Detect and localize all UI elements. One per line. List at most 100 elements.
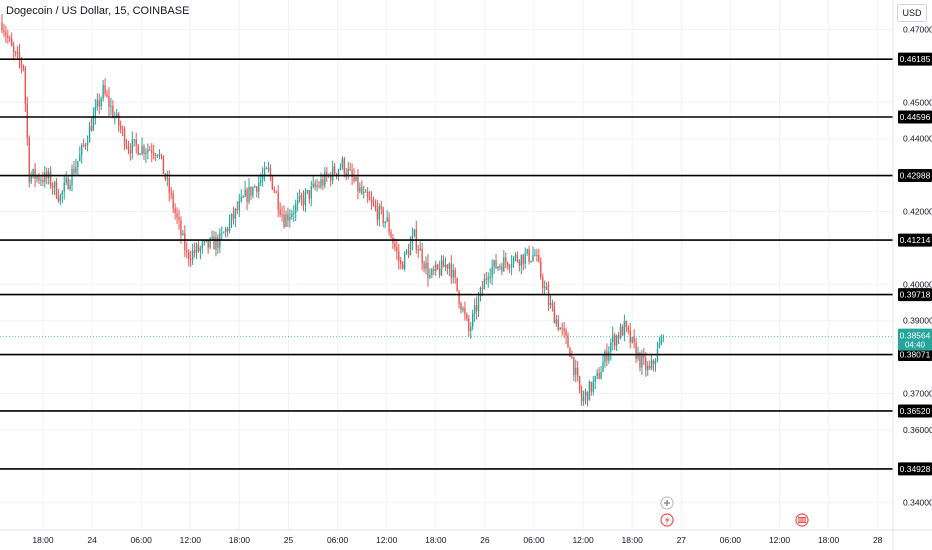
candle-body xyxy=(84,144,87,146)
candle-body xyxy=(466,314,468,319)
candle-body xyxy=(380,206,382,209)
x-tick-label: 18:00 xyxy=(32,535,54,545)
candle-body xyxy=(372,202,375,205)
current-price-badge xyxy=(898,328,932,351)
candle-body xyxy=(129,150,132,154)
candle-body xyxy=(34,169,36,179)
candle-body xyxy=(524,253,526,264)
level-badge xyxy=(898,462,932,476)
candle-body xyxy=(191,250,194,260)
candle-body xyxy=(236,208,239,211)
candle-body xyxy=(322,179,324,186)
candle-body xyxy=(232,213,235,219)
candle-body xyxy=(293,213,295,215)
candle-body xyxy=(503,257,505,272)
candles xyxy=(1,13,664,407)
candle-body xyxy=(654,361,657,364)
y-tick-label: 0.36000 xyxy=(903,425,932,435)
candle-body xyxy=(330,174,332,181)
x-tick-label: 18:00 xyxy=(622,535,644,545)
candle-body xyxy=(250,186,252,196)
candle-body xyxy=(7,35,9,38)
candle-body xyxy=(435,264,437,271)
candle-body xyxy=(75,166,77,174)
candle-body xyxy=(248,186,250,202)
y-tick-label: 0.39000 xyxy=(903,316,932,326)
candle-body xyxy=(641,355,643,368)
candle-body xyxy=(540,261,542,278)
candle-body xyxy=(508,266,511,268)
countdown-label: 04:40 xyxy=(905,341,926,350)
candle-body xyxy=(279,209,281,215)
candle-body xyxy=(143,145,145,154)
level-badge-label: 0.41214 xyxy=(900,235,931,245)
candle-body xyxy=(331,166,334,181)
candle-body xyxy=(534,254,536,256)
candle-body xyxy=(413,229,416,236)
candle-body xyxy=(240,196,242,202)
candle-body xyxy=(516,254,519,262)
candle-body xyxy=(660,337,663,344)
candle-body xyxy=(304,192,307,205)
candle-body xyxy=(384,221,386,224)
candle-body xyxy=(549,302,552,306)
candle-body xyxy=(662,336,664,338)
candle-body xyxy=(588,381,591,401)
candle-body xyxy=(345,173,347,176)
candle-body xyxy=(582,396,585,402)
candle-body xyxy=(271,176,274,190)
candle-body xyxy=(431,269,433,276)
candle-body xyxy=(160,154,163,156)
candle-body xyxy=(446,264,449,269)
candle-body xyxy=(258,182,260,192)
candle-body xyxy=(405,250,408,253)
candle-body xyxy=(522,254,524,264)
candle-body xyxy=(378,206,381,220)
candle-body xyxy=(518,261,521,266)
level-badge xyxy=(898,288,932,302)
candle-body xyxy=(349,168,351,171)
candle-body xyxy=(485,278,488,280)
candle-body xyxy=(578,376,581,391)
currency-button[interactable]: USD xyxy=(897,4,927,22)
candle-body xyxy=(563,328,565,332)
candle-body xyxy=(386,217,388,222)
candle-body xyxy=(650,360,653,369)
candle-body xyxy=(320,179,322,187)
candle-body xyxy=(199,247,202,252)
level-badge-label: 0.46185 xyxy=(900,54,931,64)
candle-body xyxy=(298,195,301,200)
candle-body xyxy=(180,220,182,236)
candle-body xyxy=(419,248,421,251)
candle-body xyxy=(450,263,452,278)
candle-body xyxy=(510,263,513,268)
candle-body xyxy=(648,365,651,369)
candle-body xyxy=(302,197,305,205)
candle-body xyxy=(51,185,54,188)
candle-body xyxy=(577,367,579,377)
candle-body xyxy=(18,52,21,61)
candle-body xyxy=(639,352,641,368)
candle-body xyxy=(647,365,649,371)
candle-body xyxy=(633,336,635,343)
candle-body xyxy=(296,199,299,205)
candle-body xyxy=(615,335,618,346)
candle-body xyxy=(433,269,435,271)
candle-body xyxy=(390,231,392,238)
candle-body xyxy=(571,356,573,358)
y-tick-label: 0.34000 xyxy=(903,498,932,508)
candle-body xyxy=(14,51,17,53)
candle-body xyxy=(238,201,240,211)
candle-body xyxy=(473,305,476,314)
candle-body xyxy=(324,172,326,186)
candle-body xyxy=(475,305,478,312)
candle-body xyxy=(110,106,112,108)
candle-body xyxy=(230,213,233,222)
candle-body xyxy=(106,93,108,97)
candle-body xyxy=(112,106,114,118)
candle-body xyxy=(252,187,254,196)
candle-body xyxy=(81,144,83,155)
candle-body xyxy=(442,260,445,268)
